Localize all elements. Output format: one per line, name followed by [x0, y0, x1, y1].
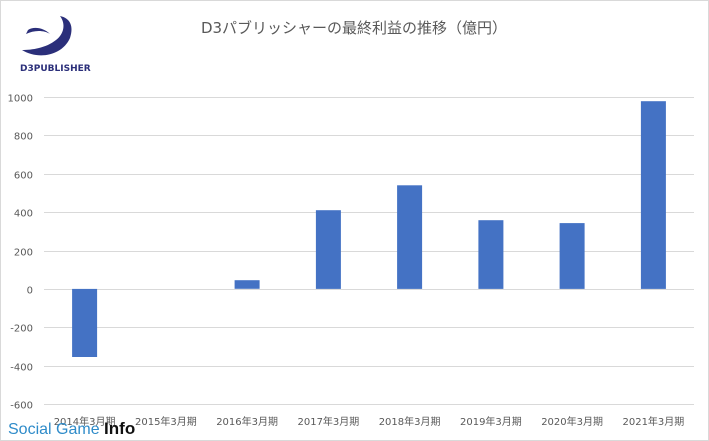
x-tick-label: 2019年3月期 [460, 415, 522, 428]
logo-swoosh-icon [22, 16, 72, 56]
bar [559, 223, 585, 289]
y-tick-label: -200 [10, 324, 33, 335]
x-tick-label: 2018年3月期 [379, 415, 441, 428]
y-tick-label: 800 [14, 132, 33, 143]
gridlines [44, 97, 694, 405]
y-tick-label: 400 [14, 209, 33, 220]
watermark-social-game: Social Game [8, 421, 104, 438]
y-tick-label: -600 [10, 401, 33, 412]
watermark: Social Game Info [8, 419, 135, 438]
svg-text:Social Game Info: Social Game Info [8, 419, 135, 438]
bar [315, 210, 341, 289]
logo: D3PUBLISHER [20, 16, 91, 74]
watermark-info: Info [104, 419, 135, 438]
chart-title: D3パブリッシャーの最終利益の推移（億円） [201, 19, 507, 37]
y-tick-label: 600 [14, 171, 33, 182]
x-tick-label: 2014年3月期 [54, 415, 116, 428]
logo-text: D3PUBLISHER [20, 64, 91, 74]
y-axis-ticks: 1000 800 600 400 200 0 -200 -400 -600 [8, 94, 33, 412]
bar [397, 185, 423, 289]
x-tick-label: 2021年3月期 [622, 415, 684, 428]
bar [640, 101, 666, 289]
x-axis-ticks: 2014年3月期 2015年3月期 2016年3月期 2017年3月期 2018年3月期… [54, 415, 685, 428]
x-tick-label: 2016年3月期 [216, 415, 278, 428]
x-tick-label: 2015年3月期 [135, 415, 197, 428]
bar [478, 220, 504, 289]
y-tick-label: 1000 [8, 94, 33, 105]
bars [72, 101, 666, 357]
y-tick-label: 0 [27, 286, 33, 297]
x-tick-label: 2017年3月期 [297, 415, 359, 428]
y-tick-label: 200 [14, 248, 33, 259]
logo-swoosh-small-icon [26, 27, 50, 34]
x-tick-label: 2020年3月期 [541, 415, 603, 428]
bar [72, 288, 98, 357]
bar [234, 280, 260, 289]
y-tick-label: -400 [10, 363, 33, 374]
